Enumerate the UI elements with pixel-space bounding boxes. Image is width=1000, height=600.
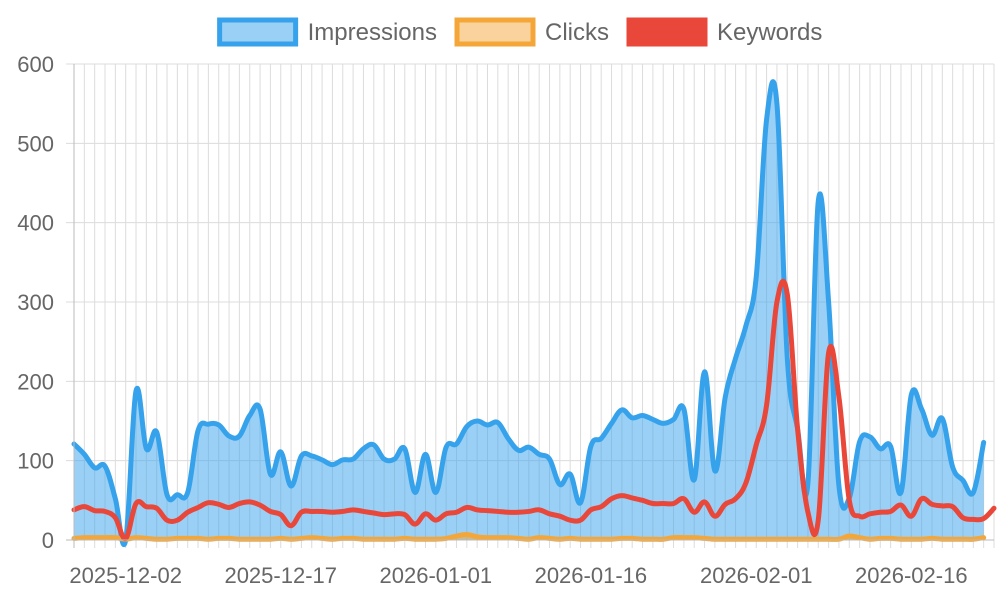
y-tick-label: 100 xyxy=(17,449,54,474)
legend-item-impressions[interactable]: Impressions xyxy=(217,17,437,47)
legend-label-impressions: Impressions xyxy=(308,19,437,46)
legend-swatch-keywords xyxy=(626,17,708,47)
legend-item-clicks[interactable]: Clicks xyxy=(454,17,609,47)
legend-label-clicks: Clicks xyxy=(545,19,609,46)
series-line-clicks xyxy=(71,531,987,542)
series-line-impressions xyxy=(71,79,987,547)
y-tick-label: 200 xyxy=(17,369,54,394)
legend-swatch-clicks xyxy=(454,17,536,47)
series-keywords xyxy=(71,278,997,541)
series-area-impressions xyxy=(74,81,984,545)
y-tick-label: 0 xyxy=(42,528,54,553)
y-tick-label: 400 xyxy=(17,211,54,236)
x-tick-label: 2026-01-01 xyxy=(380,563,493,588)
x-tick-label: 2026-02-01 xyxy=(700,563,813,588)
legend: Impressions Clicks Keywords xyxy=(217,17,822,47)
y-tick-label: 500 xyxy=(17,131,54,156)
legend-swatch-impressions xyxy=(217,17,299,47)
legend-item-keywords[interactable]: Keywords xyxy=(626,17,822,47)
y-tick-label: 300 xyxy=(17,290,54,315)
series-clicks xyxy=(71,531,987,542)
y-tick-label: 600 xyxy=(17,52,54,77)
x-tick-label: 2026-02-16 xyxy=(855,563,968,588)
axes: 0 100 200 300 400 500 600 2025-12-02 2025-12-17 2… xyxy=(17,52,994,588)
x-tick-label: 2025-12-17 xyxy=(224,563,337,588)
series-line-keywords xyxy=(71,278,997,541)
x-tick-label: 2026-01-16 xyxy=(535,563,648,588)
x-tick-label: 2025-12-02 xyxy=(69,563,182,588)
legend-label-keywords: Keywords xyxy=(717,19,822,46)
series-layer xyxy=(71,79,997,547)
series-impressions xyxy=(71,79,987,547)
